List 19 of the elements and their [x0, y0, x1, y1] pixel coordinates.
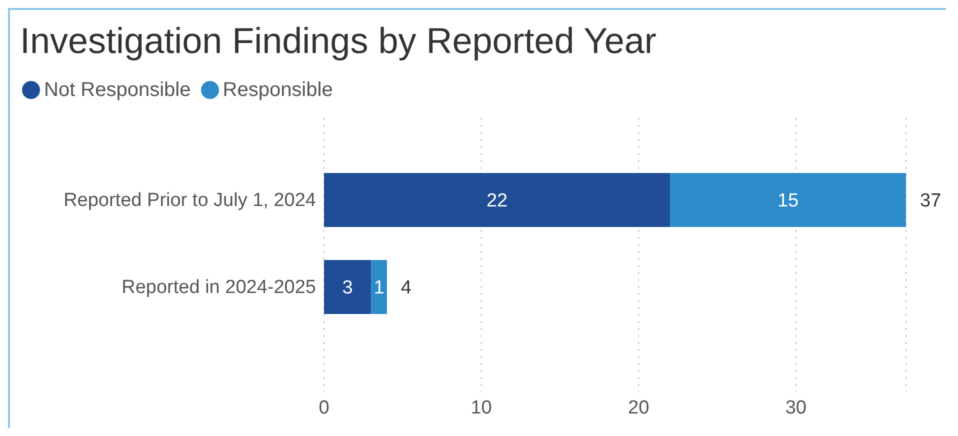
chart-title: Investigation Findings by Reported Year [19, 19, 658, 63]
y-tick-label: Reported Prior to July 1, 2024 [64, 190, 316, 212]
bar [371, 260, 387, 314]
total-label: 4 [400, 278, 412, 299]
data-label: 3 [342, 278, 353, 299]
data-label: 1 [374, 278, 384, 299]
bar [670, 173, 906, 227]
x-tick-label: 20 [628, 397, 650, 418]
x-tick-label: 10 [470, 397, 492, 418]
legend-label: Responsible [222, 78, 333, 102]
y-tick-label: Reported in 2024-2025 [122, 277, 316, 298]
bar [324, 173, 670, 227]
data-label: 22 [486, 190, 508, 212]
data-label: 15 [777, 190, 799, 212]
legend-label: Not Responsible [44, 78, 191, 102]
bar [324, 260, 372, 314]
x-tick-label: 0 [318, 397, 330, 418]
total-label: 37 [920, 190, 942, 212]
x-tick-label: 30 [785, 397, 806, 418]
